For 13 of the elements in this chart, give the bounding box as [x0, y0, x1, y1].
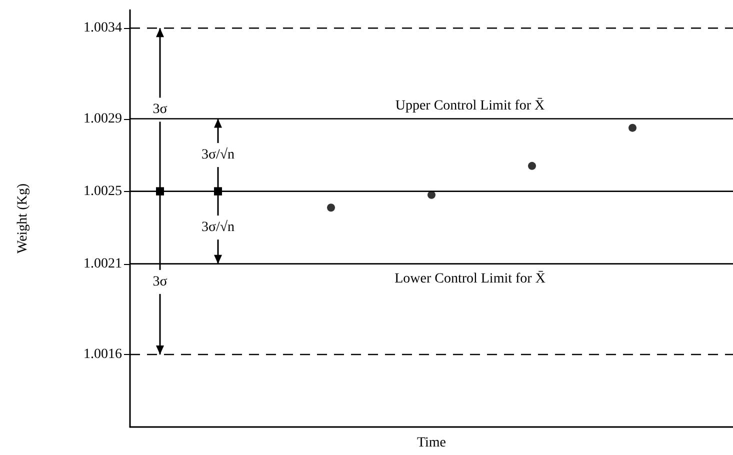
annotation: 3σ/√n	[201, 219, 235, 236]
y-tick-label: 1.0029	[84, 111, 122, 126]
y-tick-label: 1.0025	[84, 184, 122, 199]
y-tick-label: 1.0034	[84, 20, 122, 36]
annotation: 3σ	[152, 102, 168, 118]
annotation: 3σ	[152, 274, 168, 290]
y-tick-label: 1.0021	[84, 256, 122, 272]
y-tick-label: 1.0016	[84, 346, 122, 362]
annotation: 3σ/√n	[201, 146, 235, 163]
ref-line-label: Lower Control Limit for X̄	[394, 270, 546, 286]
x-axis-title: Time	[416, 436, 446, 450]
y-axis-title: Weight (Kg)	[16, 183, 30, 254]
ref-line-label: Upper Control Limit for X̄	[395, 98, 545, 114]
